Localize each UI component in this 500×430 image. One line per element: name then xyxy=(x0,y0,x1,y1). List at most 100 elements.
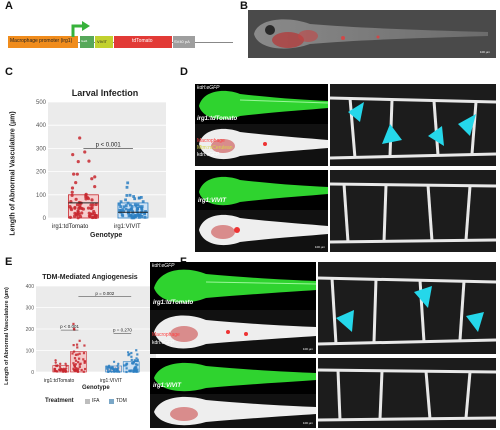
chart-c-point xyxy=(133,214,137,217)
chart-e-point xyxy=(65,364,68,368)
f-arrow-1-icon xyxy=(336,310,354,332)
f-top-zoom-image xyxy=(318,262,496,354)
chart-c-point xyxy=(128,203,132,207)
chart-e-xtick-2: irg1:VIVIT xyxy=(100,378,123,384)
d-bottom-gfp-image: irg1:VIVIT xyxy=(195,170,328,210)
chart-e-point xyxy=(54,359,57,362)
chart-c-point xyxy=(124,198,127,202)
chart-e-point xyxy=(58,365,62,368)
chart-e-point xyxy=(83,344,86,347)
chart-c-point xyxy=(140,214,144,218)
chart-e-point xyxy=(74,363,77,366)
chart-c-point xyxy=(126,211,130,215)
chart-e-point xyxy=(75,369,78,372)
chart-c-point xyxy=(134,204,138,208)
chart-e-point xyxy=(72,350,76,353)
chart-c-point xyxy=(71,153,75,157)
chart-e-point xyxy=(135,349,138,352)
chart-e-pvalue-1: p < 0.001 xyxy=(60,324,79,329)
chart-c-point xyxy=(141,200,145,204)
chart-c-point xyxy=(132,216,136,220)
legend-label-ifa: IFA xyxy=(92,398,100,404)
chart-c-point xyxy=(94,202,98,207)
chart-e-point xyxy=(114,367,117,370)
chart-c-point xyxy=(70,193,74,197)
chart-c-point xyxy=(124,204,128,208)
chart-c-point xyxy=(92,209,96,214)
chart-e-point xyxy=(73,357,77,360)
chart-e-point xyxy=(130,358,133,362)
d-top-ch2a: Macrophage xyxy=(197,138,225,144)
chart-c-point xyxy=(90,206,94,210)
chart-e-point xyxy=(117,366,120,370)
chart-e-point xyxy=(62,367,66,370)
chart-c-point xyxy=(72,172,76,176)
chart-c-background xyxy=(48,102,166,218)
chart-c-point xyxy=(128,208,132,212)
chart-e-point xyxy=(128,353,131,356)
chart-c-point xyxy=(93,214,98,218)
chart-c-point xyxy=(76,160,80,164)
chart-e-point xyxy=(133,366,137,369)
chart-e-point xyxy=(132,370,135,373)
chart-e-point xyxy=(53,369,56,373)
chart-c-point xyxy=(133,197,137,201)
chart-e-point xyxy=(125,362,128,365)
chart-c-ylabel: Length of Abnormal Vasculature (µm) xyxy=(9,111,17,236)
chart-c-point xyxy=(78,136,82,140)
chart-e-point xyxy=(136,370,139,373)
chart-e-point xyxy=(132,361,135,364)
chart-e-point xyxy=(74,359,78,362)
chart-e-point xyxy=(73,363,76,367)
chart-c-point xyxy=(137,196,141,200)
chart-e-point xyxy=(111,367,114,370)
f-top-genotype: irg1:tdTomato xyxy=(153,300,194,306)
chart-e-point xyxy=(107,364,111,367)
chart-e-point xyxy=(76,346,79,349)
chart-e-point xyxy=(125,367,128,370)
chart-e-xlabel: Genotype xyxy=(82,385,110,391)
chart-c-point xyxy=(125,185,129,189)
chart-e-point xyxy=(59,362,62,366)
vivit-block xyxy=(95,36,113,48)
chart-c-xtick-1: irg1:tdTomato xyxy=(52,224,89,230)
chart-e-point xyxy=(64,362,67,366)
chart-e-point xyxy=(77,361,80,364)
chart-c-xtick-2: irg1:VIVIT xyxy=(114,224,141,230)
chart-c-point xyxy=(83,150,87,154)
chart-e-point xyxy=(130,351,133,355)
chart-e-point xyxy=(82,358,85,361)
f-arrow-3-icon xyxy=(466,312,484,332)
chart-e-point xyxy=(83,361,86,364)
gal4-label: Gal4 xyxy=(81,39,88,43)
chart-c-point xyxy=(91,203,95,207)
chart-e-point xyxy=(134,359,137,363)
d-top-ch2c: kdrl:eGFP xyxy=(197,152,220,158)
chart-e-point xyxy=(64,370,67,373)
panel-label-d: D xyxy=(180,66,188,78)
chart-c-plot: 0 100 200 300 400 500 p < 0.001 xyxy=(36,100,166,222)
chart-c-point xyxy=(118,202,121,206)
chart-e-legend-title: Treatment xyxy=(45,398,74,404)
chart-c-point xyxy=(136,206,140,210)
chart-c-point xyxy=(121,208,125,211)
d-bottom-merge-image: 100 µm xyxy=(195,210,328,252)
scale-bar-f-bottom: 100 µm xyxy=(302,421,313,425)
chart-e-point xyxy=(131,362,135,365)
chart-e-ytick-4: 400 xyxy=(26,284,35,290)
chart-c-point xyxy=(68,215,72,219)
panel-label-e: E xyxy=(5,256,13,268)
chart-e-point xyxy=(73,365,76,368)
chart-c-point xyxy=(93,175,97,179)
f-top-ch1-label: kdrl:eGFP xyxy=(152,263,175,269)
chart-e-point xyxy=(116,364,119,368)
chart-e-point xyxy=(71,352,74,355)
chart-e-point xyxy=(134,368,137,371)
chart-e-plot: 0 100 200 300 400 p < 0.001 p = 0.002 p = 0.270 xyxy=(26,284,156,376)
vivit-label: VIVIT xyxy=(97,39,108,44)
f-bottom-gfp-image: irg1:VIVIT xyxy=(150,358,316,394)
chart-c-ytick-4: 400 xyxy=(36,123,47,129)
chart-c-point xyxy=(90,198,94,202)
chart-c-point xyxy=(130,205,134,208)
scale-bar-b: 100 µm xyxy=(479,50,490,54)
